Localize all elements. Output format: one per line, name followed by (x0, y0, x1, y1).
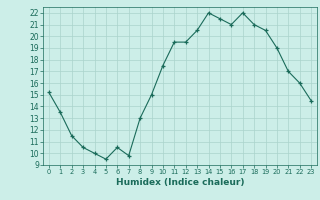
X-axis label: Humidex (Indice chaleur): Humidex (Indice chaleur) (116, 178, 244, 187)
